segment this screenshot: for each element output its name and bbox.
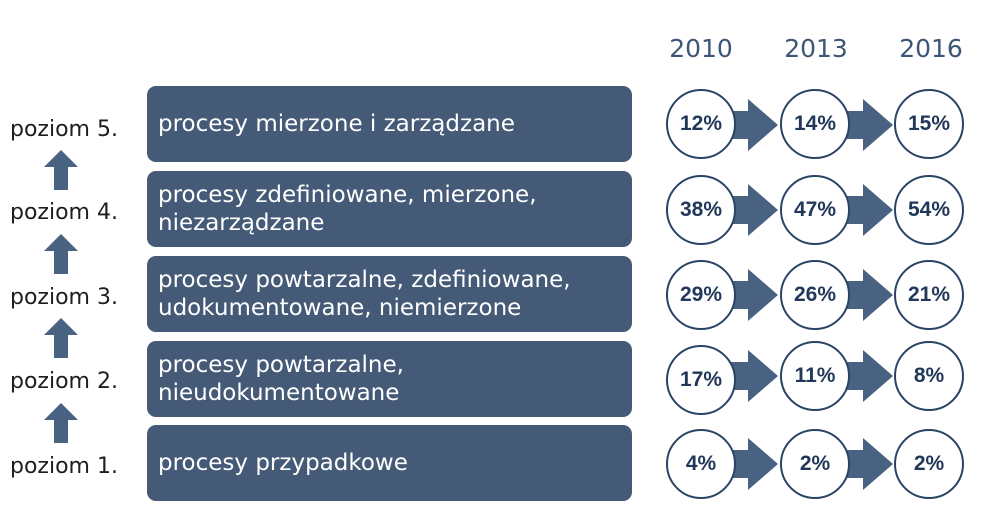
value-circle-level2-2016: 8% — [894, 341, 964, 411]
value-circle-level2-2010: 17% — [666, 345, 736, 415]
up-arrow-icon — [44, 150, 78, 190]
value-circle-level1-2010: 4% — [666, 429, 736, 499]
value-circle-level5-2013: 14% — [780, 89, 850, 159]
right-arrow-icon — [726, 269, 778, 321]
right-arrow-icon — [841, 350, 893, 402]
level-label-1: poziom 1. — [10, 454, 118, 479]
year-header-2016: 2016 — [899, 34, 963, 63]
value-circle-level4-2013: 47% — [780, 175, 850, 245]
right-arrow-icon — [841, 438, 893, 490]
right-arrow-icon — [726, 184, 778, 236]
process-box-level-3: procesy powtarzalne, zdefiniowane, udoku… — [147, 256, 632, 332]
value-circle-level5-2010: 12% — [666, 89, 736, 159]
value-circle-level1-2016: 2% — [894, 429, 964, 499]
process-description: procesy zdefiniowane, mierzone, niezarzą… — [158, 182, 537, 236]
right-arrow-icon — [841, 269, 893, 321]
year-header-2010: 2010 — [669, 34, 733, 63]
process-box-level-1: procesy przypadkowe — [147, 425, 632, 501]
right-arrow-icon — [726, 99, 778, 151]
level-label-2: poziom 2. — [10, 369, 118, 394]
right-arrow-icon — [726, 350, 778, 402]
process-description: procesy powtarzalne, nieudokumentowane — [158, 352, 404, 406]
value-circle-level3-2016: 21% — [894, 260, 964, 330]
value-circle-level3-2010: 29% — [666, 260, 736, 330]
process-description: procesy przypadkowe — [158, 450, 408, 476]
value-circle-level4-2016: 54% — [894, 175, 964, 245]
process-box-level-2: procesy powtarzalne, nieudokumentowane — [147, 341, 632, 417]
right-arrow-icon — [841, 99, 893, 151]
value-circle-level3-2013: 26% — [780, 260, 850, 330]
right-arrow-icon — [841, 184, 893, 236]
level-label-5: poziom 5. — [10, 117, 118, 142]
value-circle-level4-2010: 38% — [666, 175, 736, 245]
value-circle-level2-2013: 11% — [780, 341, 850, 411]
process-description: procesy powtarzalne, zdefiniowane, udoku… — [158, 267, 571, 321]
right-arrow-icon — [726, 438, 778, 490]
year-header-2013: 2013 — [784, 34, 848, 63]
up-arrow-icon — [44, 234, 78, 274]
process-box-level-5: procesy mierzone i zarządzane — [147, 86, 632, 162]
process-box-level-4: procesy zdefiniowane, mierzone, niezarzą… — [147, 171, 632, 247]
up-arrow-icon — [44, 318, 78, 358]
value-circle-level5-2016: 15% — [894, 89, 964, 159]
level-label-4: poziom 4. — [10, 200, 118, 225]
value-circle-level1-2013: 2% — [780, 429, 850, 499]
process-description: procesy mierzone i zarządzane — [158, 111, 515, 137]
up-arrow-icon — [44, 403, 78, 443]
level-label-3: poziom 3. — [10, 285, 118, 310]
